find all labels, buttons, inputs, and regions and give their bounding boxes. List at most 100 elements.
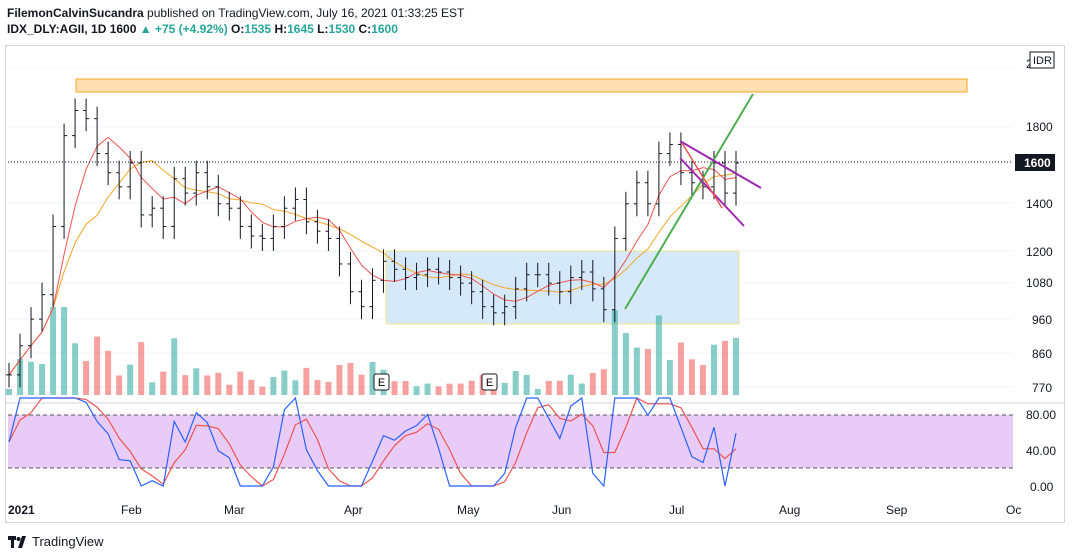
author-name[interactable]: FilemonCalvinSucandra — [7, 6, 144, 20]
volume-bar — [160, 371, 167, 395]
earnings-label: E — [378, 377, 385, 389]
rsi-tick: 0.00 — [1030, 480, 1054, 494]
ohlc-bar — [600, 276, 607, 323]
ohlc-bar — [292, 187, 299, 221]
ohlc-bar — [622, 191, 629, 251]
ohlc-bar — [182, 166, 189, 206]
ohlc-bar — [50, 214, 57, 308]
ohlc-bar — [94, 106, 101, 167]
time-tick: 2021 — [8, 503, 35, 517]
ohlc-bar — [721, 151, 728, 206]
volume-bar — [512, 371, 519, 395]
green-trendline[interactable] — [624, 93, 754, 310]
earnings-marker[interactable]: E — [373, 373, 390, 391]
volume-bar — [226, 384, 233, 395]
ohlc-bar — [688, 160, 695, 196]
volume-bar — [83, 361, 90, 395]
volume-bar — [666, 359, 673, 395]
last-price: 1600 — [109, 22, 137, 36]
range-zone[interactable] — [385, 250, 740, 325]
footer: TradingView — [8, 534, 104, 549]
volume-bar — [215, 372, 222, 395]
price-tick: 770 — [1032, 381, 1052, 395]
rsi-k-line — [8, 396, 737, 488]
volume-bar — [138, 342, 145, 395]
volume-bar — [39, 364, 46, 395]
ohlc-bar — [501, 294, 508, 326]
volume-bar — [468, 380, 475, 395]
ohlc-bar — [534, 262, 541, 288]
ohlc-bar — [325, 219, 332, 251]
earnings-label: E — [486, 377, 493, 389]
volume-bar — [655, 315, 662, 395]
time-tick: Jul — [669, 503, 684, 517]
ohlc-bar — [523, 262, 530, 302]
brand-name[interactable]: TradingView — [32, 534, 104, 549]
volume-bar — [633, 347, 640, 395]
volume-bar — [589, 372, 596, 395]
time-axis[interactable]: 2021 Feb Mar Apr May Jun Jul Aug Sep Oc — [8, 503, 1021, 517]
volume-bar — [270, 377, 277, 395]
publish-line: FilemonCalvinSucandra published on Tradi… — [7, 6, 464, 20]
ohlc-bar — [127, 151, 134, 200]
ohlc-bar — [468, 271, 475, 305]
ohlc-bar — [215, 174, 222, 217]
supply-zone[interactable] — [75, 78, 968, 93]
price-tick: 1080 — [1026, 276, 1053, 290]
volume-bar — [622, 333, 629, 395]
volume-bar — [424, 383, 431, 395]
rsi-tick: 80.00 — [1026, 408, 1056, 422]
currency-label: IDR — [1033, 55, 1052, 67]
volume-bar — [182, 375, 189, 395]
ohlc-bar — [402, 257, 409, 291]
currency-badge[interactable] — [1029, 51, 1055, 69]
ohlc-bar — [259, 224, 266, 251]
ohlc-bar — [611, 226, 618, 323]
volume-bar — [413, 386, 420, 395]
rsi-axis[interactable]: 80.00 40.00 0.00 — [1026, 408, 1056, 494]
volume-bar — [369, 362, 376, 395]
volume-bar — [710, 344, 717, 395]
ohlc-bar — [138, 151, 145, 228]
volume-bar — [127, 364, 134, 395]
volume-bar — [50, 307, 57, 395]
ohlc-bar — [369, 268, 376, 320]
ohlc-bar — [490, 294, 497, 326]
ohlc-bar — [435, 257, 442, 285]
ohlc-bar — [589, 260, 596, 302]
volume-bar — [325, 381, 332, 395]
volume-bar — [248, 379, 255, 395]
volume-bar — [6, 389, 12, 395]
volume-bar — [644, 349, 651, 395]
wedge-upper-line[interactable] — [679, 140, 762, 189]
ohlc-bar — [578, 260, 585, 291]
ohlc-bar — [105, 141, 112, 186]
symbol-name[interactable]: IDX_DLY:AGII, 1D — [7, 22, 107, 36]
price-tick: 1800 — [1026, 120, 1053, 134]
volume-bar — [578, 383, 585, 395]
close-value: 1600 — [371, 22, 398, 36]
volume-bar — [28, 361, 35, 395]
earnings-marker[interactable]: E — [481, 373, 498, 391]
volume-bar — [204, 375, 211, 395]
low-value: 1530 — [328, 22, 356, 36]
price-axis[interactable]: 2 1800 1400 1200 1080 960 860 770 — [1026, 57, 1053, 395]
publish-info: published on TradingView.com, July 16, 2… — [147, 6, 465, 20]
tradingview-logo-icon[interactable] — [8, 535, 26, 548]
ohlc-bar — [424, 257, 431, 288]
volume-bar — [600, 369, 607, 395]
ohlc-bar — [314, 209, 321, 244]
ohlc-bar — [160, 196, 167, 239]
ohlc-bar — [446, 260, 453, 291]
rsi-tick: 40.00 — [1026, 444, 1056, 458]
volume-bar — [457, 383, 464, 395]
volume-bar — [501, 382, 508, 395]
volume-bar — [721, 340, 728, 395]
rsi-d-line — [8, 397, 737, 487]
ohlc-bar — [347, 251, 354, 305]
ohlc-bar — [193, 160, 200, 206]
ohlc-bar — [380, 249, 387, 293]
volume-bar — [314, 379, 321, 395]
high-value: 1645 — [287, 22, 314, 36]
